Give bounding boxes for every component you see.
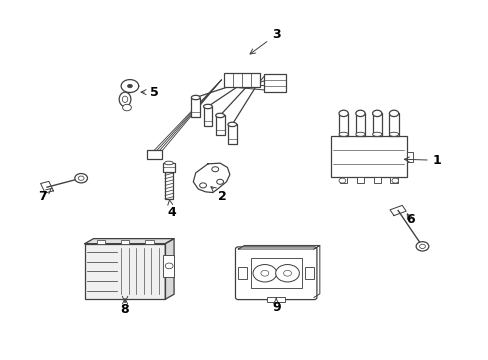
- Bar: [121, 240, 129, 244]
- Circle shape: [78, 176, 84, 180]
- Text: 6: 6: [405, 213, 414, 226]
- Bar: [372, 113, 381, 136]
- Bar: [356, 177, 364, 184]
- Circle shape: [216, 179, 223, 184]
- Ellipse shape: [388, 132, 398, 136]
- Circle shape: [391, 178, 398, 183]
- Polygon shape: [84, 239, 174, 244]
- Bar: [144, 240, 153, 244]
- Bar: [163, 163, 175, 172]
- Text: 4: 4: [166, 200, 175, 219]
- Ellipse shape: [372, 132, 381, 136]
- Bar: [203, 107, 212, 126]
- Circle shape: [338, 178, 345, 183]
- Bar: [224, 73, 260, 87]
- Bar: [163, 255, 173, 277]
- Circle shape: [283, 270, 291, 276]
- Text: 1: 1: [404, 154, 441, 167]
- Circle shape: [415, 242, 428, 251]
- Bar: [267, 297, 285, 302]
- Circle shape: [419, 244, 425, 248]
- Text: 8: 8: [121, 299, 129, 316]
- Bar: [373, 177, 380, 184]
- Circle shape: [261, 270, 268, 276]
- Ellipse shape: [119, 92, 131, 107]
- Polygon shape: [165, 239, 174, 299]
- Circle shape: [275, 265, 299, 282]
- Bar: [339, 177, 346, 184]
- Bar: [389, 177, 397, 184]
- Bar: [164, 172, 172, 199]
- Ellipse shape: [388, 110, 398, 117]
- Text: 2: 2: [210, 187, 226, 203]
- Circle shape: [211, 167, 218, 172]
- Text: 9: 9: [271, 298, 280, 314]
- Ellipse shape: [227, 122, 236, 127]
- Ellipse shape: [164, 161, 173, 165]
- Text: 5: 5: [141, 86, 158, 99]
- Circle shape: [122, 104, 131, 111]
- Bar: [264, 74, 285, 92]
- Bar: [147, 150, 161, 159]
- Bar: [238, 267, 246, 279]
- Text: 3: 3: [249, 28, 280, 54]
- Ellipse shape: [355, 132, 365, 136]
- Bar: [215, 116, 224, 135]
- Bar: [330, 136, 406, 177]
- Circle shape: [75, 174, 87, 183]
- Ellipse shape: [338, 132, 347, 136]
- Ellipse shape: [338, 110, 347, 117]
- Ellipse shape: [215, 113, 224, 118]
- Circle shape: [165, 263, 173, 269]
- Bar: [388, 113, 398, 136]
- FancyBboxPatch shape: [235, 247, 316, 300]
- Ellipse shape: [372, 110, 381, 117]
- Bar: [305, 267, 313, 279]
- Bar: [355, 113, 365, 136]
- Circle shape: [199, 183, 206, 188]
- Bar: [227, 125, 236, 144]
- Ellipse shape: [122, 96, 127, 103]
- Text: 7: 7: [38, 188, 51, 203]
- Ellipse shape: [191, 95, 200, 100]
- Bar: [96, 240, 105, 244]
- Bar: [191, 98, 200, 117]
- Ellipse shape: [203, 104, 212, 109]
- Ellipse shape: [355, 110, 365, 117]
- Bar: [406, 152, 412, 162]
- Bar: [250, 258, 301, 288]
- Bar: [338, 113, 347, 136]
- Circle shape: [127, 84, 132, 88]
- Circle shape: [252, 265, 276, 282]
- Bar: [84, 244, 165, 299]
